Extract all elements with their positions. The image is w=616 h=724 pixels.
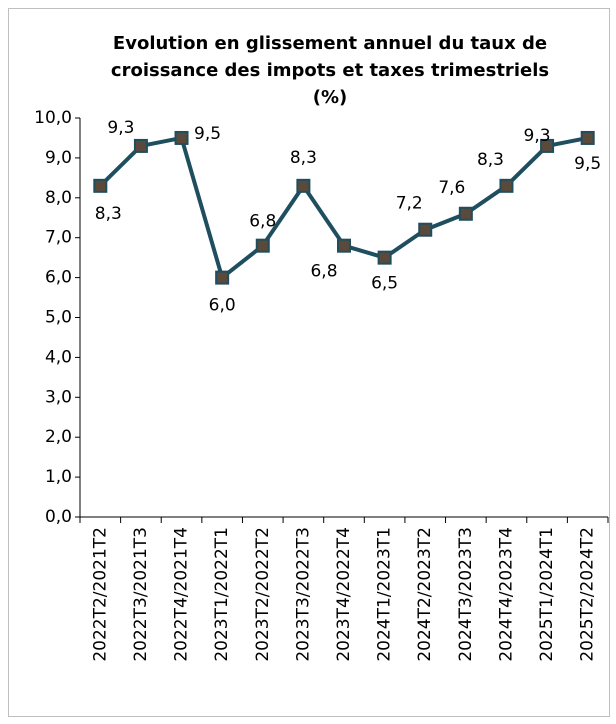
x-tick-label: 2025T2/2024T2 [578,527,598,662]
data-label: 8,3 [290,148,317,168]
x-tick-label: 2024T4/2023T4 [496,527,516,662]
x-tick-label: 2023T1/2022T1 [212,527,232,662]
x-tick-label: 2022T3/2021T3 [131,527,151,662]
x-tick-label: 2023T3/2022T3 [293,527,313,662]
data-label: 9,5 [194,124,221,144]
data-label: 8,3 [477,150,504,170]
x-tick-label: 2024T2/2023T2 [415,527,435,662]
marker [458,206,473,221]
data-label: 9,3 [107,118,134,138]
marker [174,130,189,145]
x-tick-label: 2024T1/2023T1 [375,527,395,662]
marker [215,270,230,285]
data-label: 6,0 [209,296,236,316]
marker [377,250,392,265]
marker [255,238,270,253]
data-label: 7,2 [396,194,423,214]
y-tick-label: 8,0 [45,188,72,208]
x-tick-label: 2022T4/2021T4 [172,527,192,662]
data-label: 6,5 [371,274,398,294]
y-tick-label: 4,0 [45,347,72,367]
x-tick-label: 2022T2/2021T2 [90,527,110,662]
chart-title: Evolution en glissement annuel du taux d… [110,33,550,108]
y-tick-label: 1,0 [45,467,72,487]
marker [296,178,311,193]
chart-frame [8,8,610,717]
marker [580,130,595,145]
x-tick-label: 2023T4/2022T4 [334,527,354,662]
data-label: 8,3 [95,204,122,224]
marker [133,138,148,153]
y-tick-label: 6,0 [45,268,72,288]
y-tick-label: 3,0 [45,387,72,407]
data-label: 6,8 [249,212,276,232]
y-tick-label: 5,0 [45,308,72,328]
marker [93,178,108,193]
x-tick-label: 2025T1/2024T1 [537,527,557,662]
marker [337,238,351,253]
data-label: 9,5 [574,154,601,174]
y-tick-label: 0,0 [45,507,72,527]
data-label: 9,3 [524,126,551,146]
x-tick-label: 2024T3/2023T3 [456,527,476,662]
y-tick-label: 2,0 [45,427,72,447]
data-label: 7,6 [438,178,465,198]
x-tick-label: 2023T2/2022T2 [253,527,273,662]
y-tick-label: 10,0 [34,108,72,128]
y-tick-label: 9,0 [45,148,72,168]
marker [499,178,514,193]
marker [540,138,555,153]
y-tick-label: 7,0 [45,228,72,248]
data-label: 6,8 [310,262,337,282]
marker [418,222,433,237]
